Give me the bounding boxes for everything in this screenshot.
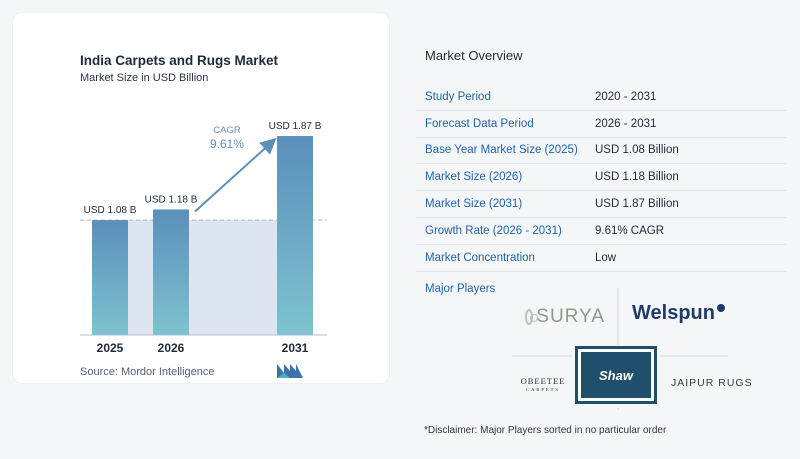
shaw-logo-text: Shaw — [581, 352, 651, 398]
overview-label: Growth Rate (2026 - 2031) — [425, 224, 562, 237]
overview-label: Base Year Market Size (2025) — [425, 144, 578, 157]
overview-label: Market Size (2031) — [425, 198, 523, 211]
shaw-logo: Shaw — [575, 346, 657, 404]
overview-row-market-size-2031: Market Size (2031) USD 1.87 Billion — [416, 191, 786, 218]
jaipur-rugs-logo: JAIPUR RUGS — [671, 377, 753, 389]
cagr-label: CAGR — [213, 125, 241, 136]
overview-row-concentration: Market Concentration Low — [416, 245, 786, 272]
x-tick-2026: 2026 — [158, 341, 185, 355]
baseline-area — [92, 220, 313, 335]
surya-ring-icon — [525, 309, 539, 325]
overview-row-forecast-period: Forecast Data Period 2026 - 2031 — [416, 111, 786, 138]
overview-label: Study Period — [425, 90, 491, 103]
overview-label: Forecast Data Period — [425, 117, 534, 130]
bar-2031 — [277, 136, 313, 335]
obeetee-logo-subtext: CARPETS — [526, 387, 560, 392]
overview-value: USD 1.87 Billion — [595, 198, 679, 211]
overview-row-study-period: Study Period 2020 - 2031 — [416, 84, 786, 111]
x-tick-2025: 2025 — [97, 341, 124, 355]
mordor-intelligence-logo-icon — [277, 364, 303, 378]
overview-row-market-size-2026: Market Size (2026) USD 1.18 Billion — [416, 164, 786, 192]
surya-logo: SURYA — [525, 305, 605, 329]
bar-chart: USD 1.08 B 2025 USD 1.18 B 2026 USD 1.87 B 20… — [80, 121, 327, 355]
overview-label: Market Size (2026) — [425, 171, 523, 184]
cagr-value: 9.61% — [210, 137, 244, 151]
surya-logo-text: SURYA — [536, 306, 605, 327]
x-tick-2031: 2031 — [282, 341, 309, 355]
overview-value: Low — [595, 251, 617, 264]
overview-row-base-year-size: Base Year Market Size (2025) USD 1.08 Bi… — [416, 138, 786, 165]
major-players-title: Major Players — [425, 283, 496, 295]
chart-title: India Carpets and Rugs Market — [80, 53, 279, 68]
overview-row-growth-rate: Growth Rate (2026 - 2031) 9.61% CAGR — [416, 218, 786, 245]
overview-value: 2026 - 2031 — [595, 117, 657, 130]
obeetee-logo: OBEETEE CARPETS — [515, 376, 571, 392]
welspun-logo-text: Welspun — [632, 302, 715, 324]
bar-2025 — [92, 220, 128, 335]
overview-value: 9.61% CAGR — [595, 224, 665, 237]
market-overview-title: Market Overview — [425, 48, 523, 63]
overview-value: USD 1.18 Billion — [595, 171, 679, 184]
data-label-2025: USD 1.08 B — [84, 205, 137, 216]
chart-source: Source: Mordor Intelligence — [80, 366, 215, 378]
overview-label: Market Concentration — [425, 251, 535, 264]
chart-subtitle: Market Size in USD Billion — [80, 72, 209, 84]
cagr-arrow — [194, 137, 277, 213]
obeetee-logo-text: OBEETEE — [520, 376, 566, 386]
disclaimer: *Disclaimer: Major Players sorted in no … — [424, 425, 667, 436]
overview-value: USD 1.08 Billion — [595, 144, 679, 157]
data-label-2026: USD 1.18 B — [145, 194, 198, 205]
data-label-2031: USD 1.87 B — [269, 121, 322, 132]
welspun-mark-icon — [716, 304, 725, 312]
bar-2026 — [153, 209, 189, 335]
welspun-logo: Welspun — [632, 302, 727, 330]
market-overview-table: Study Period 2020 - 2031 Forecast Data P… — [416, 84, 786, 272]
overview-value: 2020 - 2031 — [595, 90, 657, 103]
